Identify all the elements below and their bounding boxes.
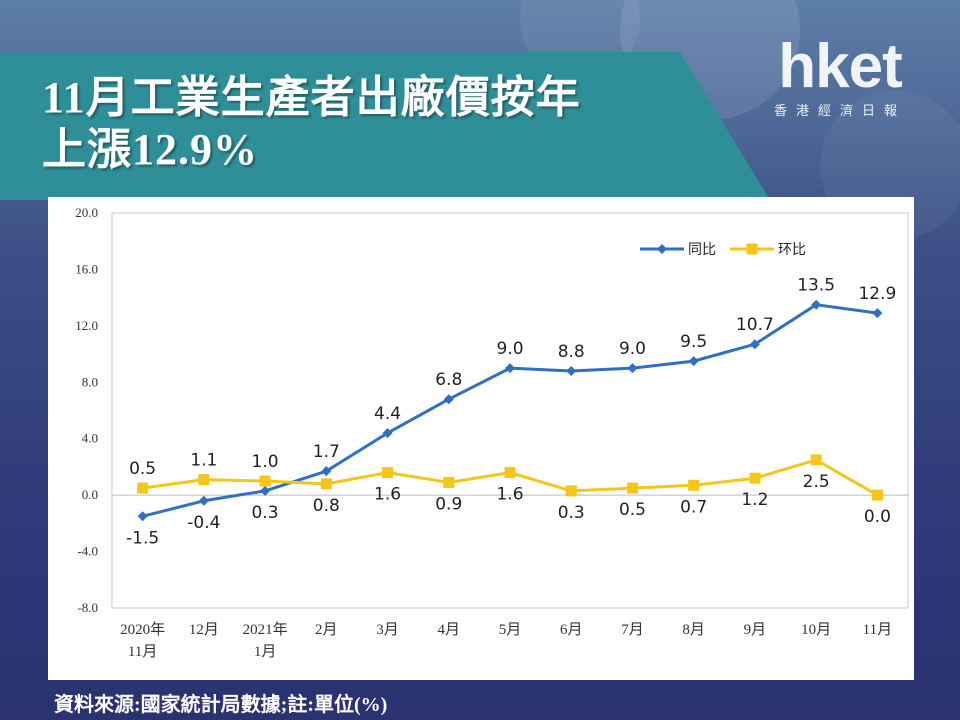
data-label-mom: 1.2 — [741, 490, 768, 510]
data-point-mom — [137, 482, 149, 494]
data-point-yoy — [443, 394, 454, 405]
y-tick-label: -8.0 — [77, 600, 98, 615]
data-label-yoy: 8.8 — [558, 342, 585, 362]
logo-subtitle: 香港經濟日報 — [773, 103, 906, 118]
y-tick-label: 8.0 — [82, 374, 98, 389]
data-label-mom: 0.3 — [558, 503, 585, 523]
x-tick-label: 2021年 — [243, 621, 288, 638]
page-title-line1: 11月工業生產者出廠價按年 — [42, 73, 581, 122]
data-point-yoy — [137, 511, 148, 522]
y-tick-label: 20.0 — [75, 205, 98, 220]
data-point-mom — [382, 467, 394, 479]
x-tick-label: 6月 — [560, 622, 583, 638]
y-tick-label: 16.0 — [75, 261, 98, 276]
y-tick-label: -4.0 — [77, 544, 98, 559]
line-chart: 20.0 16.0 12.0 8.0 4.0 0.0 -4.0 -8.0 2020年 11月 12月… — [75, 205, 909, 660]
x-tick-label: 5月 — [499, 622, 522, 638]
data-point-mom — [871, 489, 883, 501]
data-point-yoy — [382, 428, 393, 439]
x-tick-label: 11月 — [863, 622, 892, 638]
x-tick-label: 8月 — [682, 622, 705, 638]
x-tick-label: 2月 — [315, 622, 338, 638]
data-point-yoy — [749, 339, 760, 350]
source-note: 資料來源:國家統計局數據;註:單位(%) — [54, 694, 388, 716]
data-label-mom: 0.5 — [619, 500, 646, 520]
data-point-yoy — [198, 495, 209, 506]
x-tick-label: 10月 — [801, 622, 831, 638]
data-label-yoy: 9.0 — [496, 339, 523, 359]
data-point-yoy — [321, 466, 332, 477]
data-point-mom — [565, 485, 577, 497]
data-point-yoy — [688, 356, 699, 367]
data-point-mom — [198, 474, 210, 486]
data-label-yoy: -1.5 — [126, 528, 159, 548]
hket-logo: hket 香港經濟日報 — [760, 36, 920, 119]
x-tick-label: 3月 — [376, 622, 399, 638]
x-tick-label: 12月 — [189, 622, 219, 638]
data-point-yoy — [627, 363, 638, 374]
y-tick-label: 4.0 — [82, 431, 98, 446]
plot-frame — [111, 212, 909, 609]
page-title-line2: 上漲12.9% — [42, 125, 258, 174]
data-point-yoy — [505, 363, 515, 374]
data-label-yoy: 10.7 — [736, 315, 774, 335]
data-label-yoy: 9.0 — [619, 339, 646, 359]
data-point-mom — [749, 472, 761, 484]
data-label-mom: 0.7 — [680, 497, 707, 517]
data-label-mom: 0.8 — [313, 496, 340, 516]
data-label-yoy: -0.4 — [187, 513, 220, 533]
x-tick-label: 11月 — [128, 644, 157, 660]
page-title: 11月工業生產者出廠價按年 上漲12.9% — [42, 72, 702, 176]
data-label-mom: 1.0 — [252, 452, 279, 472]
data-point-mom — [259, 475, 271, 487]
chart-panel: 20.0 16.0 12.0 8.0 4.0 0.0 -4.0 -8.0 2020年 11月 12月… — [48, 197, 914, 680]
data-label-yoy: 9.5 — [680, 332, 707, 352]
data-point-yoy — [872, 308, 883, 319]
y-tick-label: 0.0 — [82, 487, 98, 502]
x-tick-label: 9月 — [744, 622, 767, 638]
logo-wordmark: hket — [778, 32, 902, 101]
x-tick-label: 7月 — [621, 622, 644, 638]
data-label-yoy: 4.4 — [374, 404, 401, 424]
data-point-yoy — [260, 485, 271, 496]
data-label-mom: 0.9 — [435, 494, 462, 514]
data-label-mom: 1.6 — [496, 485, 523, 505]
data-label-yoy: 1.7 — [313, 442, 340, 462]
data-point-mom — [626, 482, 638, 494]
x-tick-label: 1月 — [254, 644, 277, 660]
data-label-yoy: 0.3 — [252, 503, 279, 523]
data-point-mom — [688, 479, 700, 491]
data-point-yoy — [566, 366, 577, 376]
data-label-mom: 1.6 — [374, 485, 401, 505]
data-point-yoy — [811, 299, 822, 310]
data-point-mom — [810, 454, 822, 466]
data-label-yoy: 6.8 — [435, 370, 462, 390]
legend-marker — [657, 244, 667, 254]
legend-label-mom: 环比 — [778, 242, 806, 258]
title-banner — [0, 52, 770, 200]
data-label-mom: 0.5 — [129, 459, 156, 479]
data-point-mom — [443, 476, 455, 488]
data-point-mom — [504, 467, 516, 479]
data-label-mom: 2.5 — [803, 472, 830, 492]
data-label-yoy: 12.9 — [858, 284, 896, 304]
y-tick-label: 12.0 — [75, 318, 98, 333]
data-label-mom: 0.0 — [864, 507, 891, 527]
legend-label-yoy: 同比 — [688, 242, 716, 258]
x-tick-label: 4月 — [438, 622, 461, 638]
data-label-yoy: 13.5 — [797, 276, 835, 296]
x-tick-label: 2020年 — [120, 621, 165, 638]
legend-marker — [746, 243, 758, 255]
data-point-mom — [320, 478, 332, 490]
data-label-mom: 1.1 — [190, 451, 217, 471]
